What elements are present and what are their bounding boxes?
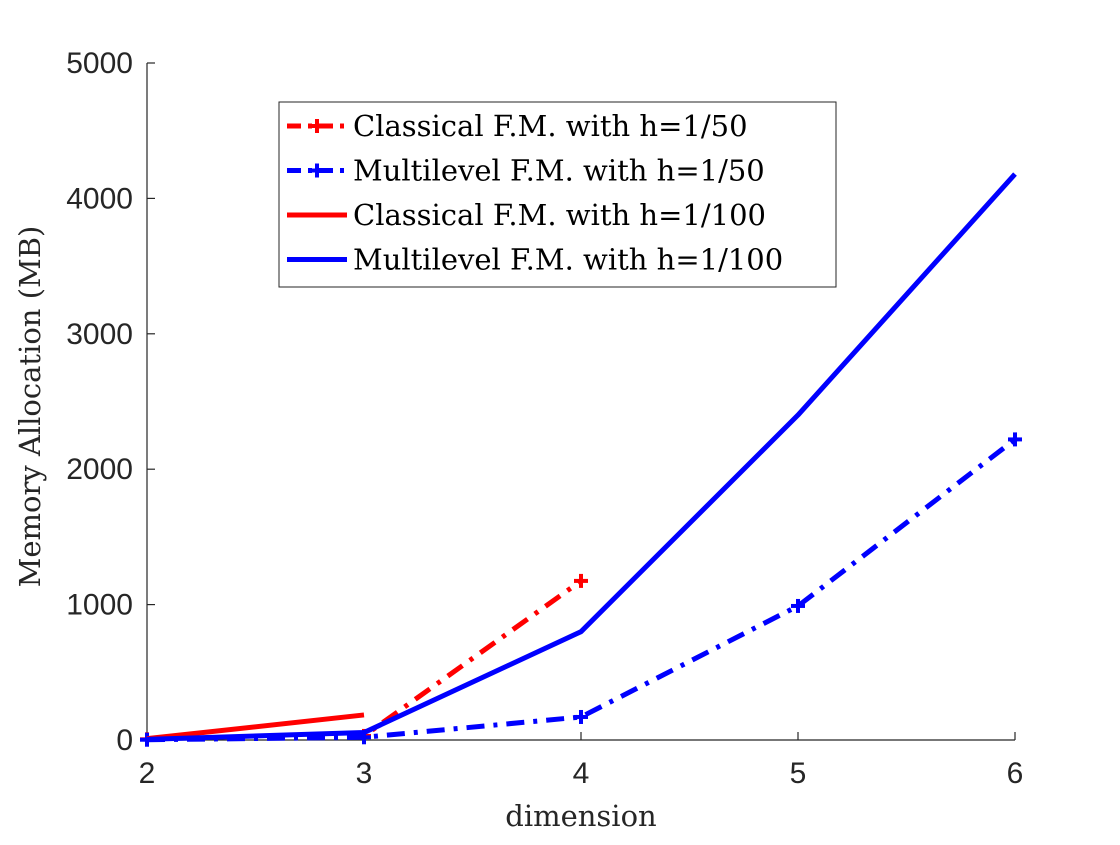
ticks: 0 1000 2000 3000 4000 5000 2 3 4 5 6 — [66, 47, 1023, 790]
y-tick-label: 2000 — [66, 453, 133, 486]
y-tick-label: 1000 — [66, 589, 133, 622]
x-tick-label: 4 — [573, 757, 590, 790]
data-point-marker — [791, 598, 805, 613]
data-point-marker — [574, 573, 588, 588]
legend-box — [278, 101, 837, 288]
x-tick-label: 3 — [356, 757, 373, 790]
legend-label: Classical F.M. with h=1/50 — [353, 109, 748, 143]
legend-item: Classical F.M. with h=1/50 — [287, 109, 748, 143]
data-point-marker — [1008, 432, 1022, 447]
y-tick-label: 5000 — [66, 47, 133, 80]
legend-label: Classical F.M. with h=1/100 — [353, 198, 766, 232]
x-tick-label: 2 — [139, 757, 156, 790]
y-tick-label: 4000 — [66, 182, 133, 215]
x-tick-label: 6 — [1007, 757, 1024, 790]
legend-marker — [310, 119, 324, 133]
series-classical-f-m-with-h-1-100 — [146, 712, 365, 742]
series-multilevel-f-m-with-h-1-50 — [140, 432, 1022, 747]
y-tick-label: 0 — [116, 724, 133, 757]
legend-item: Classical F.M. with h=1/100 — [287, 198, 766, 232]
x-tick-label: 5 — [790, 757, 807, 790]
series-line — [146, 712, 365, 742]
series-line — [146, 437, 1017, 743]
y-tick-label: 3000 — [66, 318, 133, 351]
series-lines — [140, 172, 1022, 747]
legend-item: Multilevel F.M. with h=1/100 — [287, 243, 783, 277]
data-point-marker — [574, 709, 588, 724]
y-axis-title: Memory Allocation (MB) — [13, 226, 47, 588]
legend: Classical F.M. with h=1/50 Multilevel F.M… — [278, 101, 837, 288]
series-multilevel-f-m-with-h-1-100 — [146, 172, 1017, 742]
legend-label: Multilevel F.M. with h=1/50 — [353, 154, 765, 188]
legend-label: Multilevel F.M. with h=1/100 — [353, 243, 783, 277]
legend-marker — [310, 163, 324, 178]
legend-item: Multilevel F.M. with h=1/50 — [287, 154, 765, 188]
x-axis-title: dimension — [505, 799, 656, 833]
series-line — [146, 172, 1017, 742]
